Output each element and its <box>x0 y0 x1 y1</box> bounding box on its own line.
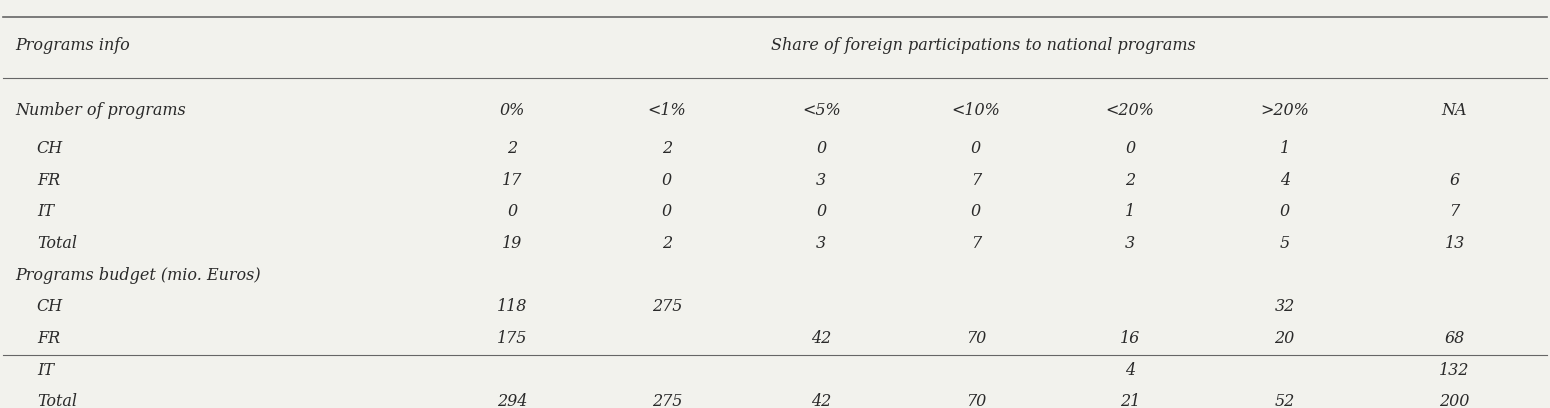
Text: >20%: >20% <box>1260 102 1310 119</box>
Text: Total: Total <box>37 393 78 408</box>
Text: 6: 6 <box>1449 172 1460 188</box>
Text: 0: 0 <box>817 203 826 220</box>
Text: 2: 2 <box>1125 172 1135 188</box>
Text: Share of foreign participations to national programs: Share of foreign participations to natio… <box>772 38 1197 54</box>
Text: 52: 52 <box>1274 393 1294 408</box>
Text: 13: 13 <box>1445 235 1465 252</box>
Text: 0: 0 <box>817 140 826 157</box>
Text: 3: 3 <box>817 235 826 252</box>
Text: 132: 132 <box>1440 361 1469 379</box>
Text: 200: 200 <box>1440 393 1469 408</box>
Text: 2: 2 <box>662 140 673 157</box>
Text: 2: 2 <box>507 140 518 157</box>
Text: 0: 0 <box>662 172 673 188</box>
Text: 3: 3 <box>817 172 826 188</box>
Text: 42: 42 <box>811 330 831 347</box>
Text: 1: 1 <box>1280 140 1290 157</box>
Text: <1%: <1% <box>648 102 687 119</box>
Text: Number of programs: Number of programs <box>16 102 186 119</box>
Text: 175: 175 <box>498 330 527 347</box>
Text: 0: 0 <box>662 203 673 220</box>
Text: 20: 20 <box>1274 330 1294 347</box>
Text: Total: Total <box>37 235 78 252</box>
Text: 16: 16 <box>1121 330 1141 347</box>
Text: Programs budget (mio. Euros): Programs budget (mio. Euros) <box>16 266 260 284</box>
Text: 4: 4 <box>1280 172 1290 188</box>
Text: 32: 32 <box>1274 298 1294 315</box>
Text: 0: 0 <box>970 203 981 220</box>
Text: 1: 1 <box>1125 203 1135 220</box>
Text: 0: 0 <box>507 203 518 220</box>
Text: 68: 68 <box>1445 330 1465 347</box>
Text: 7: 7 <box>970 172 981 188</box>
Text: 118: 118 <box>498 298 527 315</box>
Text: 0: 0 <box>1280 203 1290 220</box>
Text: 70: 70 <box>966 330 986 347</box>
Text: 7: 7 <box>970 235 981 252</box>
Text: Programs info: Programs info <box>16 38 130 54</box>
Text: 0%: 0% <box>499 102 525 119</box>
Text: FR: FR <box>37 172 60 188</box>
Text: 19: 19 <box>502 235 522 252</box>
Text: NA: NA <box>1442 102 1468 119</box>
Text: IT: IT <box>37 361 54 379</box>
Text: 42: 42 <box>811 393 831 408</box>
Text: CH: CH <box>37 298 64 315</box>
Text: 21: 21 <box>1121 393 1141 408</box>
Text: 7: 7 <box>1449 203 1460 220</box>
Text: 275: 275 <box>651 298 682 315</box>
Text: CH: CH <box>37 140 64 157</box>
Text: 275: 275 <box>651 393 682 408</box>
Text: <20%: <20% <box>1105 102 1155 119</box>
Text: <5%: <5% <box>801 102 840 119</box>
Text: 70: 70 <box>966 393 986 408</box>
Text: 17: 17 <box>502 172 522 188</box>
Text: 2: 2 <box>662 235 673 252</box>
Text: FR: FR <box>37 330 60 347</box>
Text: 4: 4 <box>1125 361 1135 379</box>
Text: 0: 0 <box>1125 140 1135 157</box>
Text: IT: IT <box>37 203 54 220</box>
Text: 3: 3 <box>1125 235 1135 252</box>
Text: 294: 294 <box>498 393 527 408</box>
Text: <10%: <10% <box>952 102 1000 119</box>
Text: 0: 0 <box>970 140 981 157</box>
Text: 5: 5 <box>1280 235 1290 252</box>
